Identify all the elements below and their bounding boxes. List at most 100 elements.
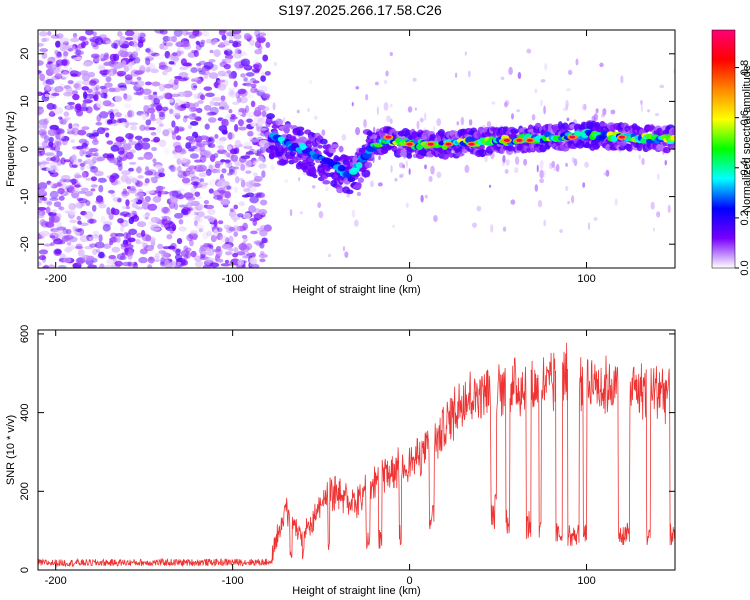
heatmap-ridge-core xyxy=(610,135,618,142)
heatmap-noise-cell xyxy=(61,70,70,79)
heatmap-noise-cell xyxy=(57,264,67,268)
heatmap-noise-cell xyxy=(181,157,188,163)
heatmap-noise-cell xyxy=(243,78,248,82)
heatmap-noise-cell xyxy=(144,178,150,184)
heatmap-faint-cell xyxy=(430,165,435,175)
heatmap-noise-cell xyxy=(65,228,72,235)
heatmap-noise-cell xyxy=(147,264,153,268)
spectrogram-y-tick-label: -20 xyxy=(19,236,31,252)
heatmap-noise-cell xyxy=(253,115,263,123)
heatmap-noise-cell xyxy=(54,85,64,93)
heatmap-noise-cell xyxy=(223,40,230,46)
heatmap-faint-cell xyxy=(296,109,300,114)
heatmap-noise-cell xyxy=(59,37,70,44)
heatmap-noise-cell xyxy=(177,188,185,192)
heatmap-noise-cell xyxy=(125,37,134,41)
snr-x-axis-label: Height of straight line (km) xyxy=(292,585,420,597)
heatmap-noise-cell xyxy=(253,172,258,178)
heatmap-noise-cell xyxy=(162,129,170,137)
heatmap-noise-cell xyxy=(252,149,258,154)
heatmap-noise-cell xyxy=(193,220,198,227)
heatmap-noise-cell xyxy=(120,225,125,233)
heatmap-noise-cell xyxy=(193,50,199,58)
heatmap-faint-cell xyxy=(650,201,655,210)
heatmap-noise-cell xyxy=(94,241,105,249)
heatmap-noise-cell xyxy=(261,170,266,178)
heatmap-noise-cell xyxy=(198,172,207,177)
heatmap-noise-cell xyxy=(217,70,227,77)
heatmap-faint-cell xyxy=(353,219,359,227)
heatmap-noise-cell xyxy=(164,259,169,266)
heatmap-noise-cell xyxy=(136,76,142,81)
colorbar-ticks: 0.0 0.2 0.4 0.6 0.8 xyxy=(735,60,750,276)
heatmap-faint-cell xyxy=(363,119,367,128)
heatmap-noise-cell xyxy=(38,42,45,47)
heatmap-noise-cell xyxy=(171,132,177,140)
heatmap-noise-cell xyxy=(166,128,174,133)
heatmap-noise-cell xyxy=(236,251,246,256)
heatmap-faint-cell xyxy=(488,184,492,188)
heatmap-noise-cell xyxy=(79,222,89,227)
heatmap-noise-cell xyxy=(257,117,266,125)
heatmap-faint-cell xyxy=(369,180,375,188)
heatmap-noise-cell xyxy=(99,111,109,119)
heatmap-faint-cell xyxy=(433,125,436,132)
heatmap-noise-cell xyxy=(240,164,246,171)
heatmap-noise-cell xyxy=(106,207,111,215)
heatmap-noise-cell xyxy=(88,147,99,153)
heatmap-noise-cell xyxy=(117,218,124,224)
heatmap-noise-cell xyxy=(243,145,253,150)
heatmap-noise-cell xyxy=(117,198,122,203)
heatmap-noise-cell xyxy=(139,124,146,132)
heatmap-faint-cell xyxy=(571,195,575,204)
heatmap-noise-cell xyxy=(111,42,118,49)
heatmap-faint-cell xyxy=(325,187,329,192)
heatmap-noise-cell xyxy=(159,43,164,50)
heatmap-noise-cell xyxy=(200,70,211,76)
heatmap-noise-cell xyxy=(129,161,137,165)
heatmap-noise-cell xyxy=(228,36,234,43)
heatmap-ridge-cell xyxy=(455,152,465,157)
heatmap-noise-cell xyxy=(208,117,217,123)
heatmap-noise-cell xyxy=(122,221,129,227)
heatmap-noise-cell xyxy=(245,80,252,88)
heatmap-noise-cell xyxy=(147,256,155,264)
heatmap-noise-cell xyxy=(53,145,61,152)
heatmap-noise-cell xyxy=(129,185,136,192)
heatmap-noise-cell xyxy=(38,70,43,74)
heatmap-noise-cell xyxy=(164,92,173,100)
heatmap-faint-cell xyxy=(414,107,417,111)
heatmap-noise-cell xyxy=(236,97,242,103)
heatmap-noise-cell xyxy=(238,201,245,207)
heatmap-noise-cell xyxy=(131,40,138,48)
heatmap-noise-cell xyxy=(56,221,62,229)
heatmap-noise-cell xyxy=(245,93,254,99)
heatmap-noise-cell xyxy=(259,224,267,230)
heatmap-faint-cell xyxy=(595,108,599,114)
heatmap-noise-cell xyxy=(115,232,125,237)
heatmap-noise-cell xyxy=(116,118,122,124)
heatmap-noise-cell xyxy=(101,73,108,77)
heatmap-noise-cell xyxy=(264,70,271,76)
heatmap-faint-cell xyxy=(584,161,589,168)
heatmap-noise-cell xyxy=(128,216,135,225)
heatmap-faint-cell xyxy=(539,160,544,170)
heatmap-noise-cell xyxy=(96,100,104,109)
heatmap-faint-cell xyxy=(467,70,471,78)
heatmap-noise-cell xyxy=(193,211,199,216)
heatmap-noise-cell xyxy=(59,43,68,52)
heatmap-noise-cell xyxy=(258,253,268,258)
heatmap-noise-cell xyxy=(230,114,236,118)
heatmap-noise-cell xyxy=(208,188,214,194)
heatmap-noise-cell xyxy=(103,243,112,249)
heatmap-faint-cell xyxy=(489,224,494,233)
heatmap-noise-cell xyxy=(68,203,76,211)
heatmap-faint-cell xyxy=(424,194,428,199)
heatmap-noise-cell xyxy=(85,177,92,181)
heatmap-noise-cell xyxy=(100,215,106,224)
heatmap-noise-cell xyxy=(44,152,55,157)
heatmap-noise-cell xyxy=(106,258,115,265)
heatmap-noise-cell xyxy=(80,165,85,171)
heatmap-noise-cell xyxy=(254,40,262,49)
heatmap-noise-cell xyxy=(43,264,49,268)
